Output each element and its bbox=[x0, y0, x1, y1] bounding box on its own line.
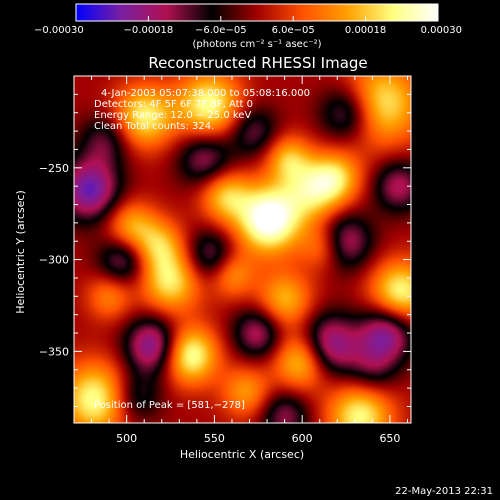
peak-position-label: Position of Peak = [581,−278] bbox=[94, 400, 245, 411]
colorbar-tick-label: 6.0e−05 bbox=[272, 25, 315, 36]
y-tick-label: −300 bbox=[39, 254, 69, 267]
chart-title: Reconstructed RHESSI Image bbox=[148, 54, 367, 72]
clean-counts-label: Clean Total counts: 324. bbox=[94, 121, 214, 132]
plot-frame bbox=[73, 75, 412, 424]
axis-ticks: 500 550 600 650 −250 −300 −350 bbox=[39, 76, 411, 445]
y-tick-label: −250 bbox=[39, 162, 69, 175]
colorbar-ticks: −0.00030 −0.00018 −6.0e−05 6.0e−05 0.00018 0.… bbox=[34, 16, 462, 36]
x-tick-label: 600 bbox=[292, 432, 313, 445]
x-tick-label: 550 bbox=[204, 432, 225, 445]
time-range-label: 4-Jan-2003 05:07:38.000 to 05:08:16.000 bbox=[101, 88, 310, 99]
colorbar bbox=[75, 3, 439, 22]
detectors-label: Detectors: 4F 5F 6F 7F 8F, Att 0 bbox=[94, 99, 253, 110]
x-axis-label: Heliocentric X (arcsec) bbox=[180, 448, 304, 461]
timestamp: 22-May-2013 22:31 bbox=[395, 486, 493, 497]
colorbar-tick-label: −6.0e−05 bbox=[195, 25, 247, 36]
heatmap-image bbox=[74, 76, 411, 423]
colorbar-tick-label: 0.00030 bbox=[421, 25, 462, 36]
colorbar-tick-label: −0.00018 bbox=[124, 25, 174, 36]
x-tick-label: 650 bbox=[379, 432, 400, 445]
y-axis-label: Heliocentric Y (arcsec) bbox=[14, 190, 27, 314]
energy-range-label: Energy Range: 12.0 − 25.0 keV bbox=[94, 110, 251, 121]
x-tick-label: 500 bbox=[116, 432, 137, 445]
colorbar-tick-label: 0.00018 bbox=[345, 25, 386, 36]
colorbar-tick-label: −0.00030 bbox=[34, 25, 84, 36]
colorbar-label: (photons cm⁻² s⁻¹ asec⁻²) bbox=[192, 39, 321, 50]
y-tick-label: −350 bbox=[39, 345, 69, 358]
